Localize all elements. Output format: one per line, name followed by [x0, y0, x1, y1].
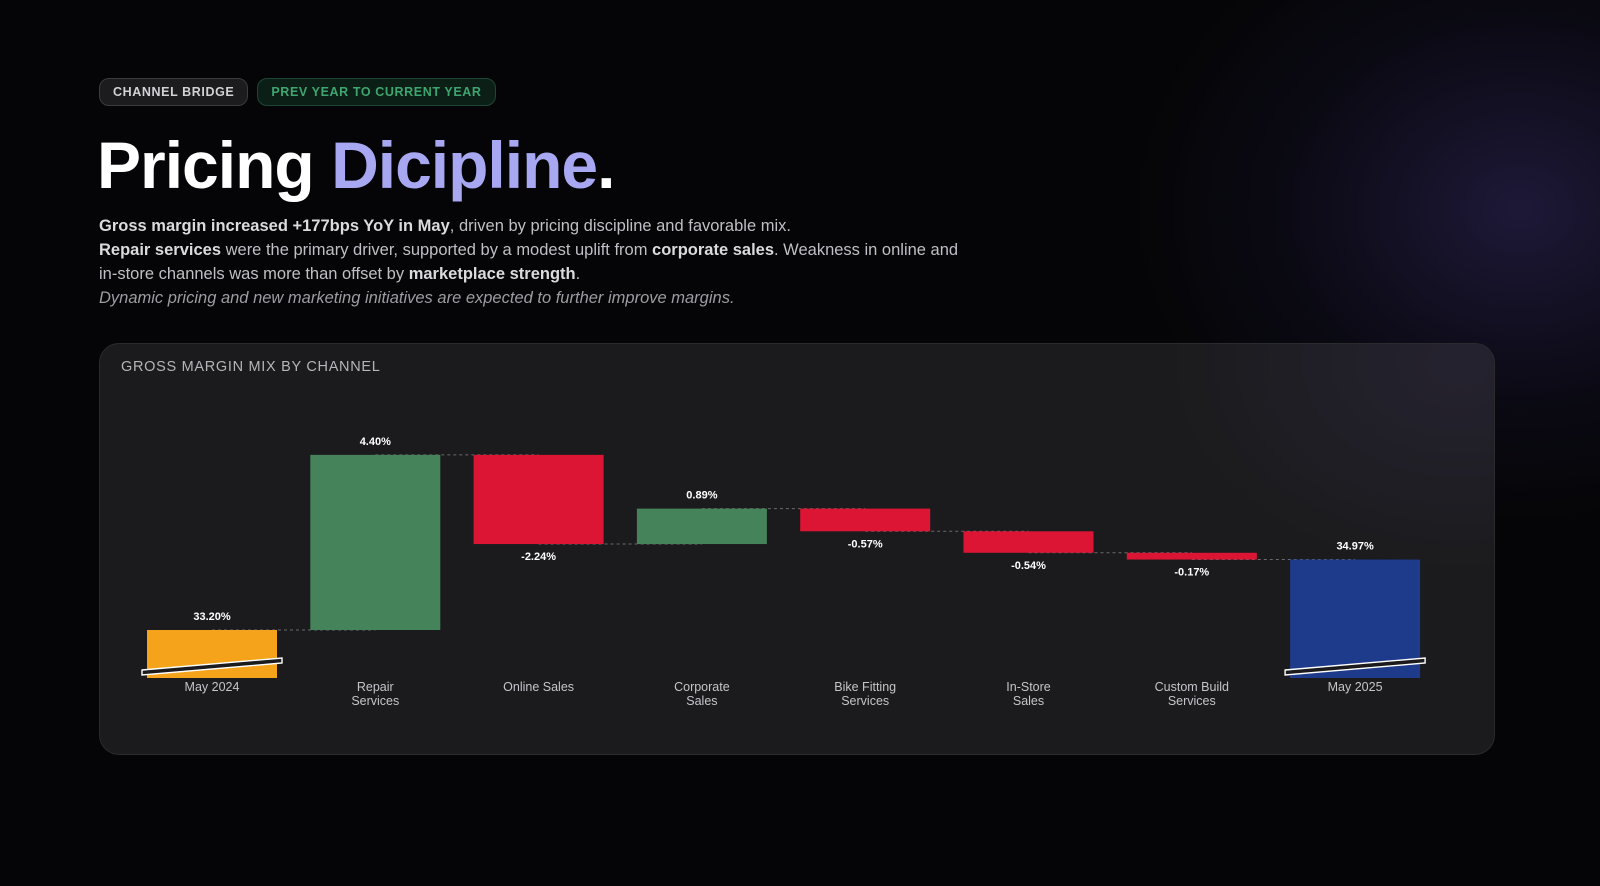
- page-title: Pricing Dicipline.: [97, 122, 615, 208]
- category-label: May 2025: [1328, 680, 1383, 694]
- category-label: Services: [351, 694, 399, 708]
- category-label: Custom Build: [1155, 680, 1229, 694]
- bar-6: [1126, 552, 1257, 560]
- title-prefix: Pricing: [97, 128, 315, 202]
- category-label: Services: [841, 694, 889, 708]
- description-note: Dynamic pricing and new marketing initia…: [99, 289, 735, 307]
- description-text: , driven by pricing discipline and favor…: [449, 217, 791, 235]
- description-highlight: corporate sales: [652, 241, 775, 259]
- value-label: 34.97%: [1336, 541, 1374, 553]
- description-highlight: Repair services: [99, 241, 222, 259]
- value-label: 0.89%: [686, 490, 717, 502]
- title-accent: Dicipline: [331, 128, 598, 202]
- category-label: Sales: [1013, 694, 1044, 708]
- value-label: -2.24%: [521, 551, 556, 563]
- category-label: In-Store: [1006, 680, 1051, 694]
- category-label: Sales: [686, 694, 717, 708]
- bar-3: [636, 508, 767, 545]
- description-highlight: Gross margin increased +177bps YoY in Ma…: [99, 217, 450, 235]
- category-label: Bike Fitting: [834, 680, 896, 694]
- category-label: Online Sales: [503, 680, 574, 694]
- description-text: .: [575, 265, 581, 283]
- description-text: . Weakness in online and in-store channe…: [99, 241, 959, 283]
- category-label: Repair: [357, 680, 394, 694]
- bar-5: [963, 531, 1094, 553]
- badge-row: CHANNEL BRIDGE PREV YEAR TO CURRENT YEAR: [99, 78, 496, 106]
- value-label: 33.20%: [193, 611, 231, 623]
- period-badge: PREV YEAR TO CURRENT YEAR: [257, 78, 496, 106]
- axis-break-mark: [141, 657, 283, 676]
- value-label: -0.17%: [1174, 567, 1209, 579]
- description-text: were the primary driver, supported by a …: [221, 241, 653, 259]
- channel-bridge-badge: CHANNEL BRIDGE: [99, 78, 249, 106]
- waterfall-chart: 33.20% 4.40% -2.24% 0.89% -0.57% -0.54% -0.17%…: [141, 436, 1426, 708]
- bar-4: [800, 508, 931, 532]
- category-label: May 2024: [185, 680, 240, 694]
- category-label: Corporate: [674, 680, 730, 694]
- value-label: -0.54%: [1011, 560, 1046, 572]
- description-highlight: marketplace strength: [408, 265, 576, 283]
- chart-title: GROSS MARGIN MIX BY CHANNEL: [121, 359, 381, 375]
- description-line-1: Gross margin increased +177bps YoY in Ma…: [99, 214, 959, 238]
- bar-7: [1290, 559, 1421, 678]
- bar-2: [473, 454, 604, 545]
- value-label: -0.57%: [848, 538, 883, 550]
- value-label: 4.40%: [360, 436, 391, 448]
- description: Gross margin increased +177bps YoY in Ma…: [99, 214, 959, 310]
- axis-break-mark: [1284, 657, 1426, 676]
- description-line-2: Repair services were the primary driver,…: [99, 238, 959, 286]
- chart-card: GROSS MARGIN MIX BY CHANNEL 33.20% 4.40% -…: [99, 343, 1495, 755]
- bar-1: [310, 454, 441, 630]
- title-dot: .: [597, 128, 615, 202]
- category-label: Services: [1168, 694, 1216, 708]
